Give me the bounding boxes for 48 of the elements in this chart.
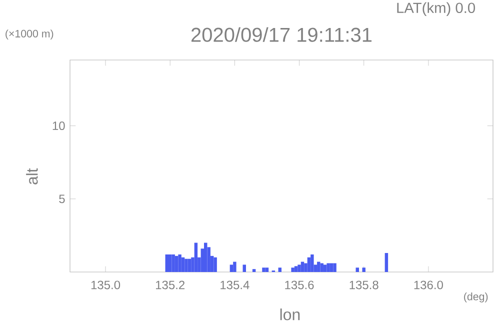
x-tick-label: 135.2 bbox=[156, 280, 185, 290]
bar bbox=[310, 254, 314, 272]
x-tick-label: 135.4 bbox=[220, 280, 250, 290]
bar bbox=[362, 268, 366, 272]
text: (×1000 m) bbox=[6, 30, 54, 40]
bar bbox=[184, 258, 188, 272]
bar bbox=[178, 254, 182, 272]
bar bbox=[326, 263, 330, 272]
bar bbox=[174, 256, 178, 272]
text: (deg) bbox=[464, 292, 488, 302]
bar bbox=[330, 263, 334, 272]
bar bbox=[181, 257, 185, 272]
bar bbox=[384, 252, 388, 272]
bar bbox=[168, 254, 172, 272]
bar bbox=[214, 257, 217, 272]
bar bbox=[323, 264, 327, 272]
bar bbox=[291, 268, 294, 272]
x-axis-title: lon bbox=[280, 308, 300, 320]
bar bbox=[207, 247, 210, 272]
x-tick-label: 136.0 bbox=[414, 280, 443, 290]
x-tick-label: 135.6 bbox=[285, 280, 314, 290]
bar bbox=[230, 264, 234, 272]
bar bbox=[294, 266, 298, 272]
y-tick-label: 10 bbox=[52, 122, 65, 130]
bar bbox=[300, 262, 304, 272]
x-tick-label: 135.0 bbox=[91, 280, 120, 290]
y-axis-title: alt bbox=[26, 168, 38, 184]
bar bbox=[265, 268, 269, 272]
bar bbox=[194, 242, 198, 272]
bar bbox=[252, 269, 256, 272]
x-tick-label: 135.8 bbox=[350, 280, 378, 290]
bar bbox=[204, 242, 208, 272]
bar bbox=[188, 258, 192, 272]
chart-title: 2020/09/17 19:11:31 bbox=[191, 27, 372, 42]
bar bbox=[333, 263, 336, 272]
bar bbox=[242, 264, 246, 272]
bar bbox=[320, 263, 324, 272]
bar bbox=[298, 264, 301, 272]
bar bbox=[233, 262, 236, 272]
bar bbox=[356, 268, 359, 272]
chart-subtitle: LAT(km) 0.0 bbox=[397, 2, 476, 16]
bar bbox=[307, 257, 311, 272]
bar bbox=[317, 262, 320, 272]
bar bbox=[172, 254, 175, 272]
y-tick-label: 5 bbox=[59, 194, 65, 204]
bar bbox=[278, 268, 282, 272]
bar bbox=[262, 268, 266, 272]
bar bbox=[165, 254, 168, 272]
